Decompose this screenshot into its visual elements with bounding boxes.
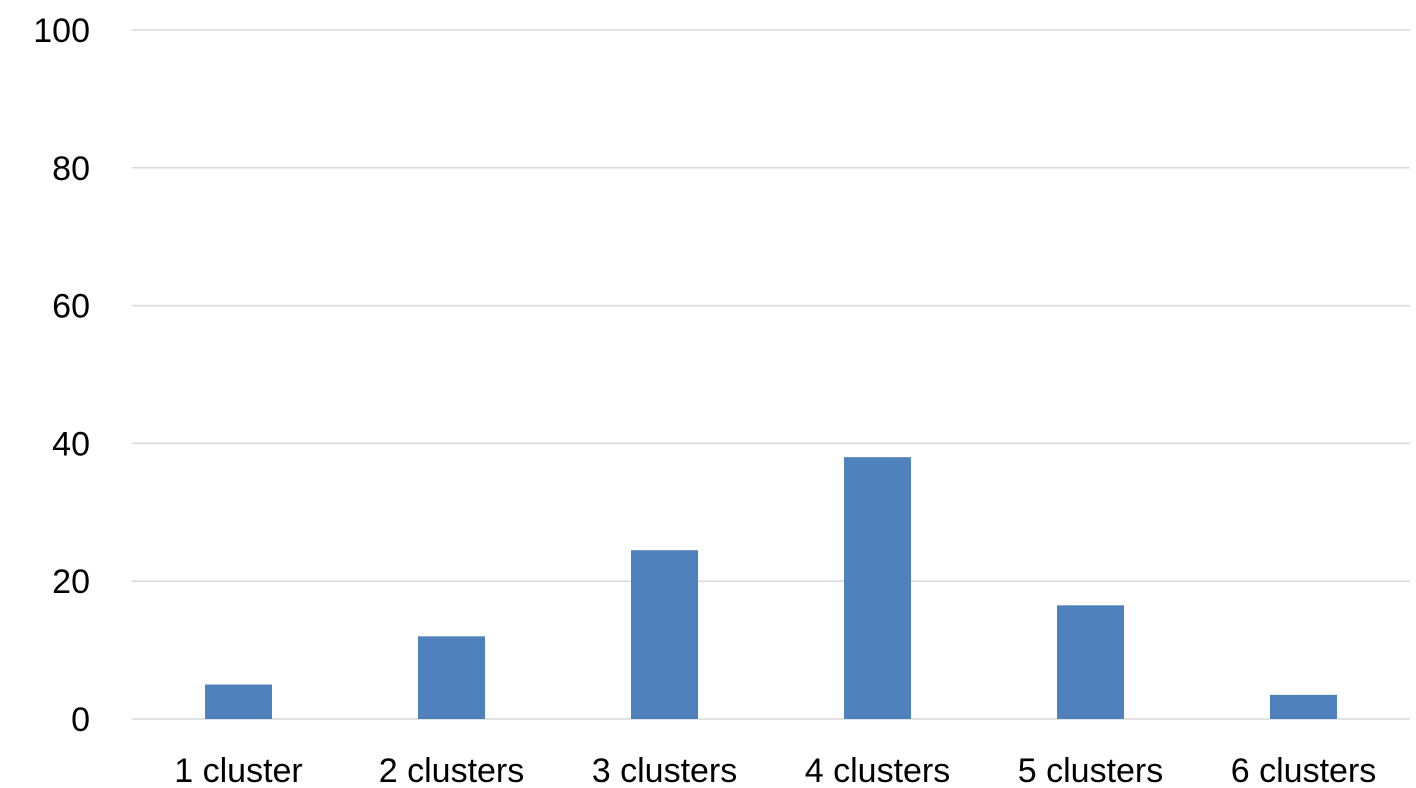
y-tick-label: 60 xyxy=(52,288,90,326)
bar xyxy=(844,457,911,719)
x-tick-label: 5 clusters xyxy=(1018,752,1164,788)
bar xyxy=(1057,605,1124,719)
x-tick-label: 6 clusters xyxy=(1231,752,1377,788)
x-tick-label: 3 clusters xyxy=(592,752,738,788)
bar xyxy=(205,684,272,719)
x-tick-label: 2 clusters xyxy=(379,752,525,788)
y-tick-label: 80 xyxy=(52,150,90,188)
bar xyxy=(631,550,698,719)
bars xyxy=(205,457,1337,719)
x-tick-label: 1 cluster xyxy=(174,752,303,788)
y-tick-label: 20 xyxy=(52,563,90,601)
y-tick-label: 40 xyxy=(52,425,90,463)
y-tick-label: 100 xyxy=(33,12,90,50)
x-axis-ticks: 1 cluster 2 clusters 3 clusters 4 clusters 5… xyxy=(174,752,1376,788)
y-axis-ticks: 0 20 40 60 80 100 xyxy=(33,12,90,739)
bar xyxy=(418,636,485,719)
bar xyxy=(1270,694,1337,719)
x-tick-label: 4 clusters xyxy=(805,752,951,788)
y-tick-label: 0 xyxy=(71,701,90,739)
gridlines xyxy=(132,29,1410,720)
